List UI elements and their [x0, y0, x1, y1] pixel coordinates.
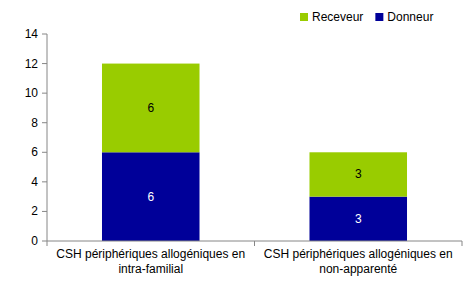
- label-line: intra-familial: [118, 262, 183, 276]
- chart: 6 6 3 3 0 2 4 6 8 10 12 14 CSH périphériques allogén…: [0, 0, 474, 301]
- bar: [102, 152, 200, 241]
- y-tick: [42, 241, 47, 242]
- y-tick: [42, 211, 47, 212]
- y-tick-label: 14: [25, 27, 39, 41]
- data-label: 6: [147, 101, 154, 115]
- label-line: CSH périphériques allogéniques en: [56, 247, 245, 261]
- bar: [102, 64, 200, 153]
- label-line: non-apparenté: [319, 262, 397, 276]
- y-axis: [47, 34, 48, 241]
- y-tick-label: 12: [25, 57, 39, 71]
- legend: Receveur Donneur: [300, 10, 433, 24]
- x-tick-label: CSH périphériques allogéniques enintra-f…: [56, 247, 245, 276]
- y-tick: [42, 181, 47, 182]
- y-tick-label: 4: [31, 175, 38, 189]
- y-tick-label: 10: [25, 86, 39, 100]
- label-line: CSH périphériques allogéniques en: [264, 247, 453, 261]
- legend-swatch: [375, 13, 383, 21]
- x-tick: [462, 241, 463, 246]
- legend-label: Donneur: [387, 10, 433, 24]
- x-tick-label: CSH périphériques allogéniques ennon-app…: [264, 247, 453, 276]
- y-tick-label: 2: [31, 204, 38, 218]
- data-label: 6: [147, 190, 154, 204]
- x-tick: [254, 241, 255, 246]
- x-tick: [47, 241, 48, 246]
- y-tick: [42, 152, 47, 153]
- y-tick-label: 8: [31, 116, 38, 130]
- y-tick: [42, 122, 47, 123]
- y-tick: [42, 63, 47, 64]
- y-tick-label: 6: [31, 145, 38, 159]
- y-tick-label: 0: [31, 234, 38, 248]
- data-label: 3: [355, 212, 362, 226]
- legend-label: Receveur: [312, 10, 363, 24]
- bars: [102, 64, 407, 241]
- y-tick: [42, 34, 47, 35]
- y-tick: [42, 93, 47, 94]
- bar: [309, 197, 407, 241]
- legend-swatch: [300, 13, 308, 21]
- bar: [309, 152, 407, 196]
- data-label: 3: [355, 167, 362, 181]
